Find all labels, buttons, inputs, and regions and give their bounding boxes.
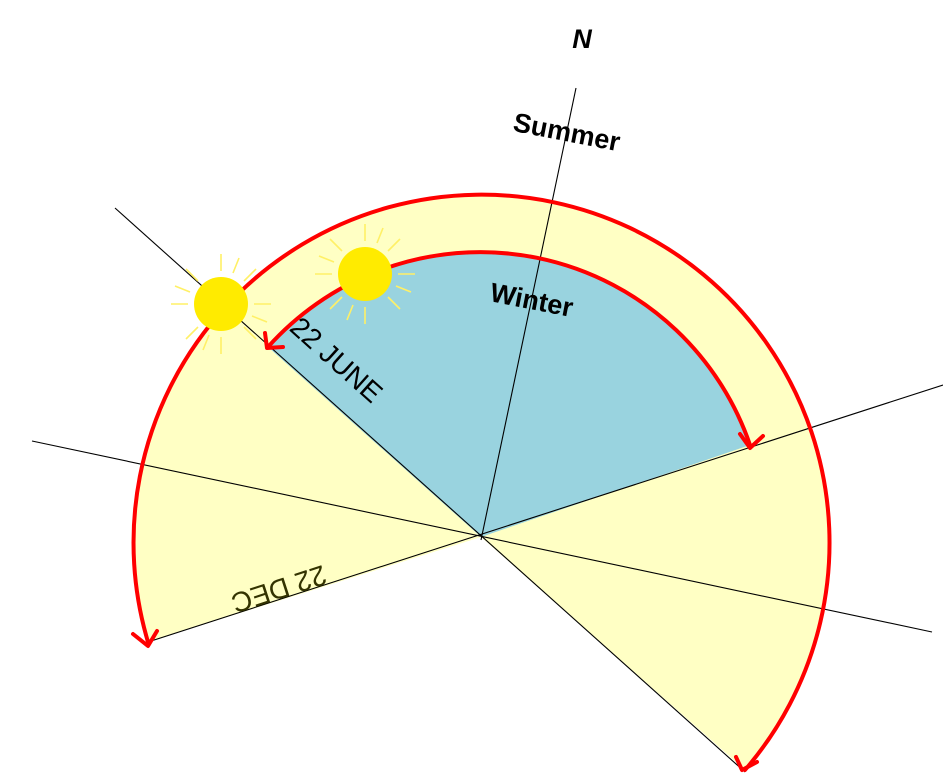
summer-sun-path-arc <box>131 192 832 772</box>
winter-sun-path-arc <box>263 250 765 450</box>
north-label: N <box>572 24 592 54</box>
winter-arc-arrowhead <box>738 432 765 450</box>
east-west-line <box>31 440 933 633</box>
summer-arc-arrowhead <box>131 629 159 648</box>
summer-arc-arrowhead <box>734 755 759 772</box>
sun-icon <box>171 254 271 354</box>
winter-sun-path-region <box>268 252 750 537</box>
summer-label: Summer <box>511 107 623 157</box>
sun-icon <box>315 224 415 324</box>
north-axis-line <box>480 87 577 541</box>
winter-arc-arrowhead <box>263 331 285 350</box>
